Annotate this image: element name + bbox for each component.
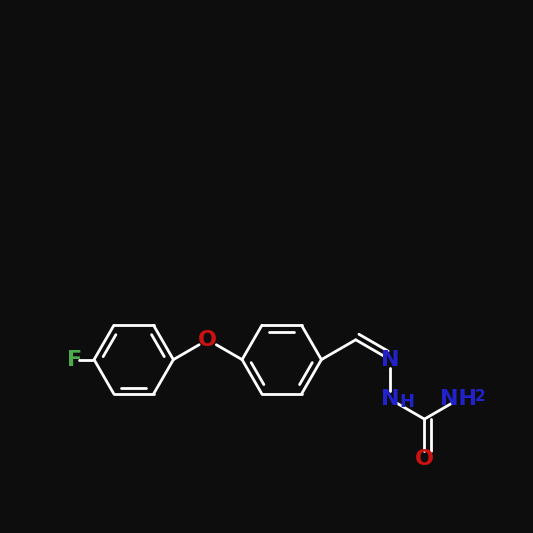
Text: O: O [198, 330, 217, 350]
Text: NH: NH [440, 389, 477, 409]
Text: N: N [381, 389, 399, 409]
Text: 2: 2 [475, 389, 486, 404]
Text: H: H [400, 393, 415, 411]
Text: N: N [381, 350, 399, 369]
Text: O: O [415, 449, 434, 469]
Text: F: F [67, 350, 82, 369]
